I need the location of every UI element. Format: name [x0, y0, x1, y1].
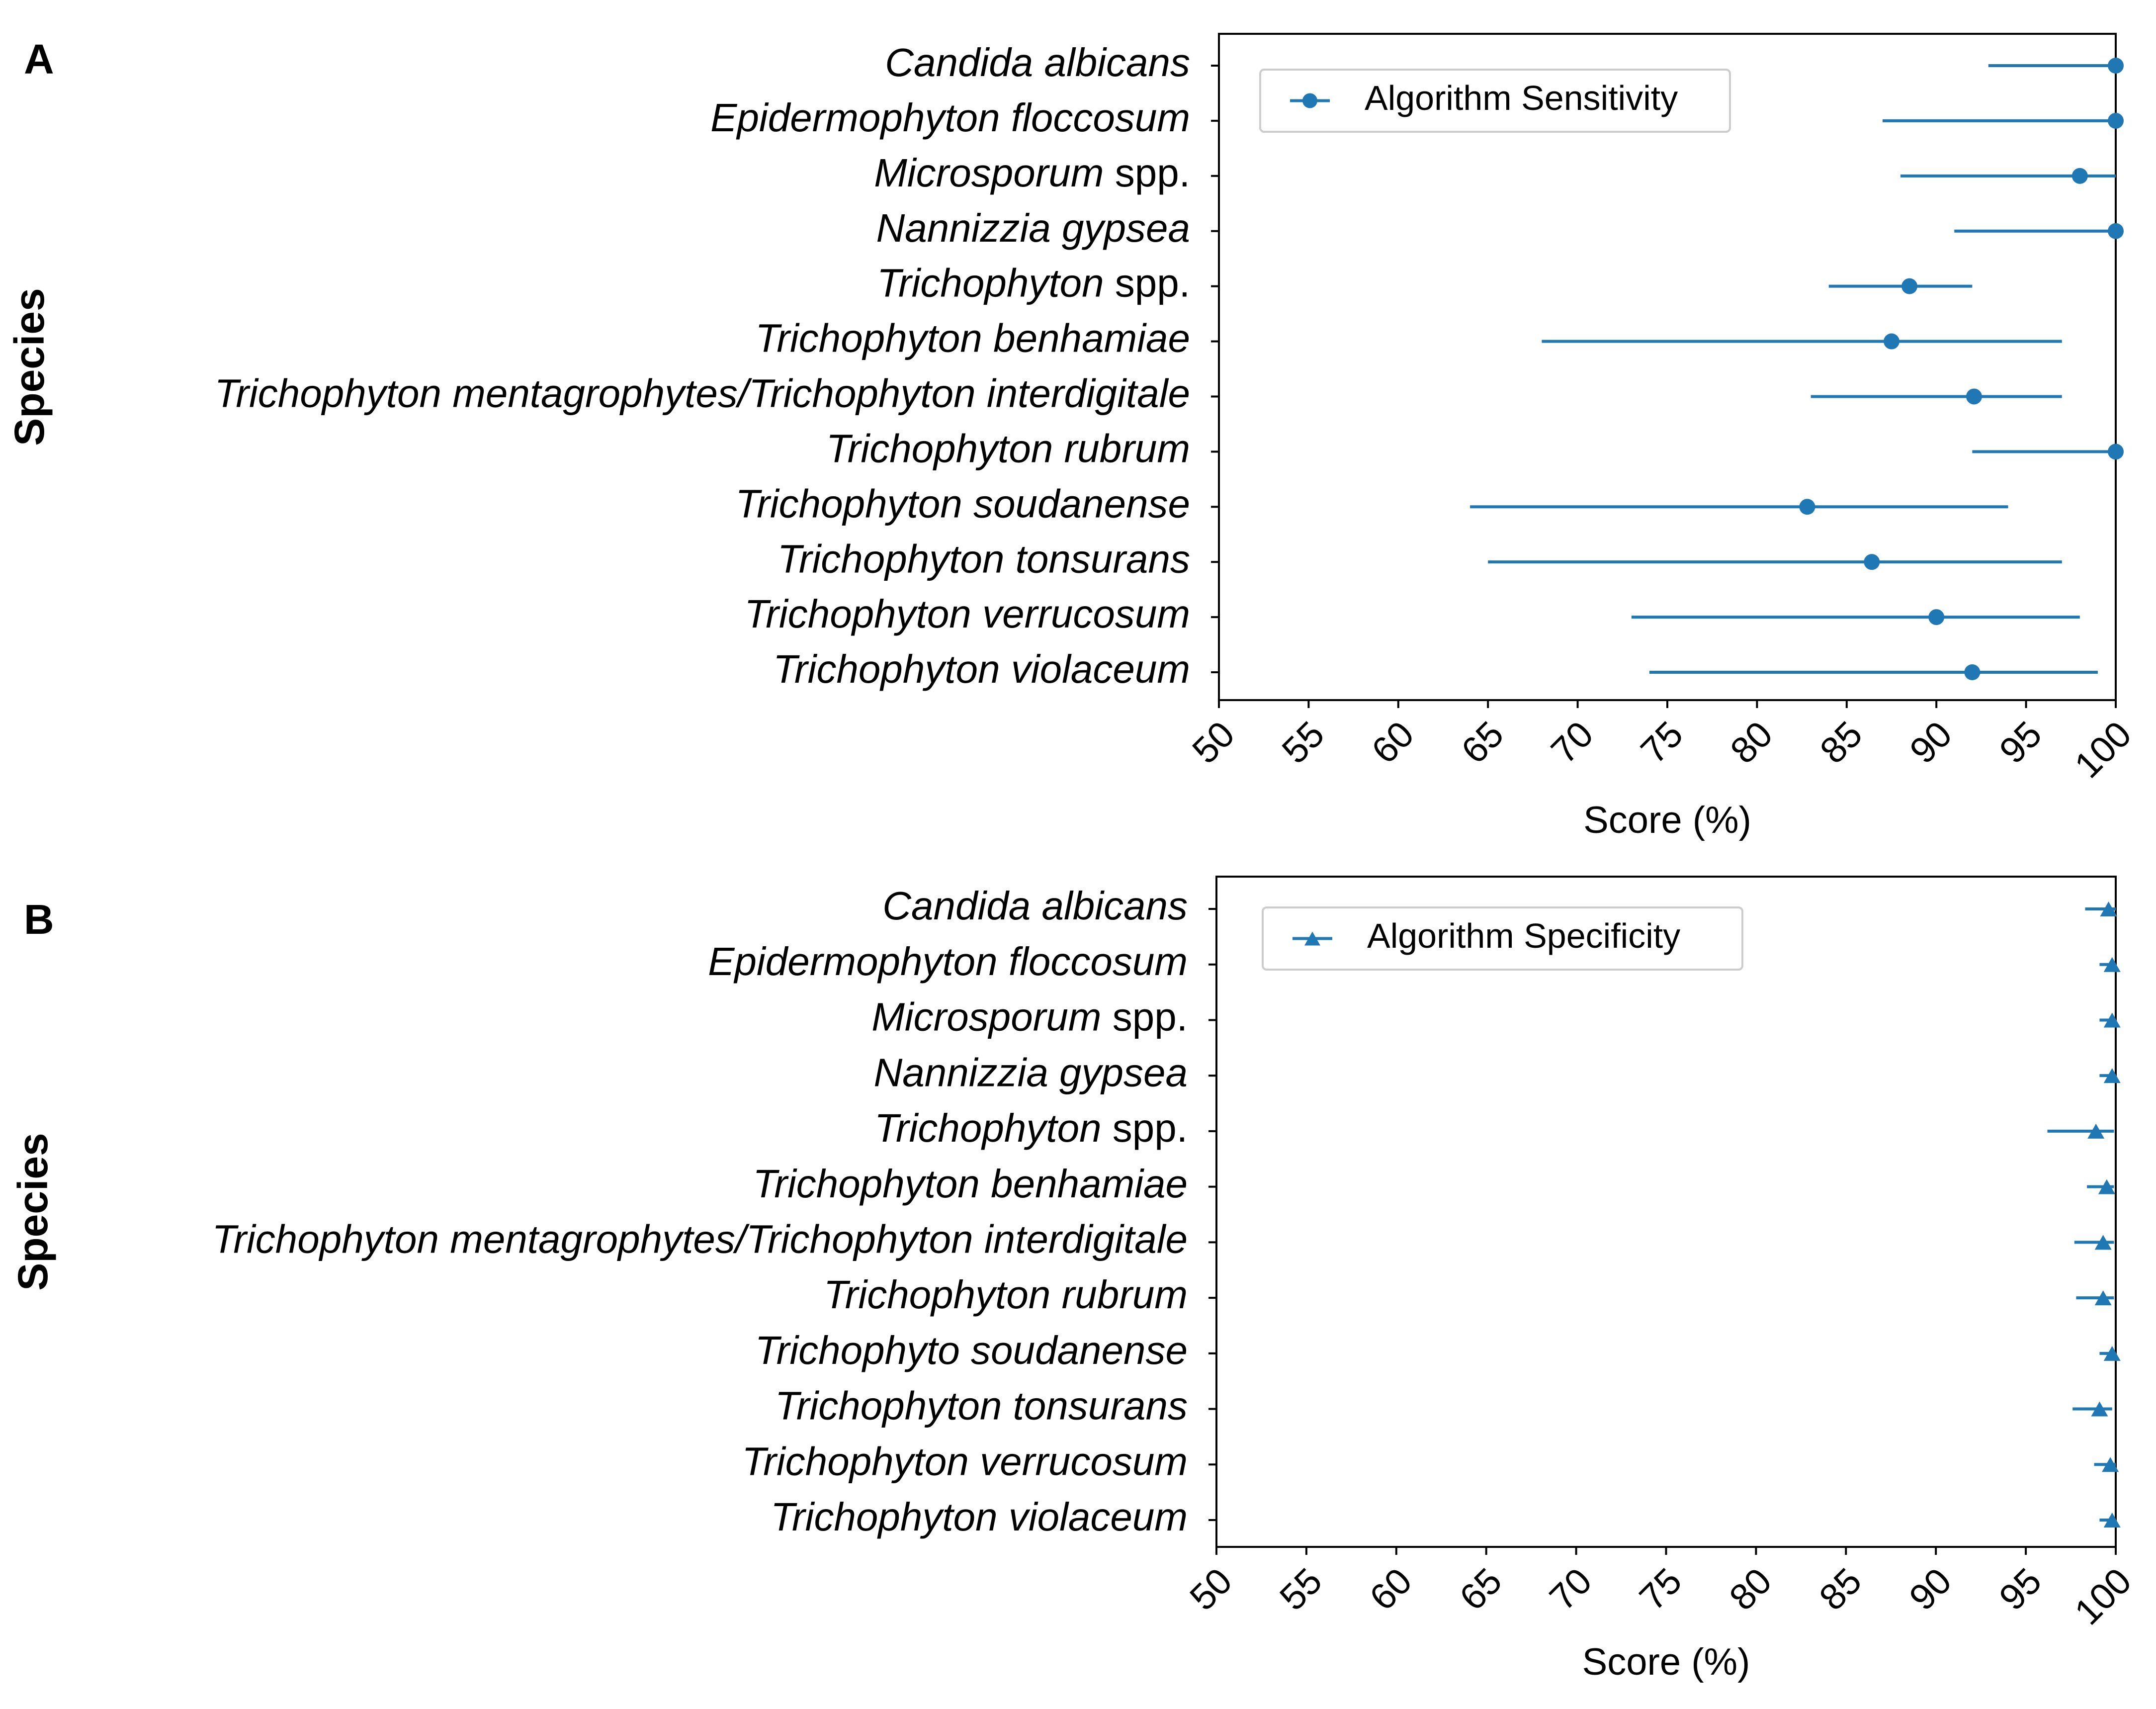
y-tick-label: Trichophyton soudanense: [735, 481, 1190, 526]
y-tick-label: Trichophyton verrucosum: [742, 1439, 1188, 1483]
y-tick-label-genus: Trichophyton: [874, 1106, 1113, 1150]
data-point: [2100, 901, 2117, 916]
x-tick-label: 95: [1991, 713, 2050, 771]
x-axis-label: Score (%): [1582, 1641, 1750, 1683]
x-tick-label: 70: [1543, 713, 1601, 771]
data-point: [1884, 333, 1899, 350]
data-point: [2103, 1513, 2121, 1528]
y-tick-label-spp: spp.: [1115, 151, 1190, 195]
y-tick-label-genus: Microsporum: [874, 151, 1115, 195]
x-tick-label: 85: [1811, 1560, 1870, 1618]
legend-box: [1262, 906, 1743, 971]
legend-label: Algorithm Specificity: [1367, 916, 1680, 955]
y-tick-label: Epidermophyton floccosum: [710, 95, 1190, 140]
data-point: [2108, 112, 2124, 129]
y-tick-label: Trichophyton violaceum: [773, 647, 1190, 691]
x-tick-label: 60: [1362, 1560, 1420, 1618]
y-tick-label: Trichophyton tonsurans: [777, 537, 1190, 581]
data-point: [2071, 168, 2088, 184]
data-point: [2108, 444, 2124, 460]
y-tick-label-genus: Microsporum: [871, 995, 1113, 1039]
y-tick-label: Microsporum spp.: [874, 151, 1190, 195]
data-point: [2098, 1179, 2115, 1194]
y-axis-label: Species: [9, 1133, 56, 1291]
y-tick-label: Trichophyton verrucosum: [744, 592, 1190, 636]
x-tick-label: 65: [1452, 1560, 1510, 1618]
y-tick-label: Trichophyton spp.: [877, 261, 1190, 305]
y-tick-label-spp: spp.: [1115, 261, 1190, 305]
legend-marker: [1304, 931, 1320, 946]
plot-frame: [1215, 876, 2117, 1548]
x-tick-label: 65: [1453, 713, 1511, 771]
legend-box: [1259, 69, 1731, 133]
data-point: [2103, 1346, 2121, 1361]
y-tick-label: Trichophyton benhamiae: [755, 316, 1190, 360]
plot-frame: [1218, 33, 2117, 701]
y-tick-label: Trichophyto soudanense: [755, 1328, 1188, 1372]
x-tick-label: 100: [2067, 713, 2139, 786]
data-point: [1964, 664, 1981, 680]
y-tick-label: Trichophyton violaceum: [771, 1495, 1188, 1539]
y-tick-label: Trichophyton tonsurans: [775, 1384, 1188, 1428]
series-0: [2047, 901, 2121, 1528]
data-point: [2087, 1123, 2105, 1139]
data-point: [2102, 1457, 2119, 1472]
data-point: [2103, 1012, 2121, 1028]
panel-label: A: [24, 36, 54, 83]
y-tick-label-spp: spp.: [1113, 1106, 1188, 1150]
x-axis-label: Score (%): [1583, 799, 1751, 841]
y-tick-label: Microsporum spp.: [871, 995, 1188, 1039]
y-tick-label: Trichophyton mentagrophytes/Trichophyton…: [214, 371, 1190, 416]
data-point: [2103, 1068, 2121, 1083]
x-tick-label: 50: [1182, 1560, 1240, 1618]
y-tick-label: Epidermophyton floccosum: [708, 939, 1188, 984]
y-tick-label: Trichophyton benhamiae: [753, 1162, 1188, 1206]
y-tick-label: Nannizzia gypsea: [874, 1050, 1188, 1094]
data-point: [2091, 1401, 2108, 1417]
data-point: [1901, 278, 1918, 294]
series-0: [1470, 58, 2124, 680]
data-point: [1799, 499, 1815, 515]
legend-marker: [1302, 93, 1317, 108]
legend-label: Algorithm Sensitivity: [1365, 79, 1678, 117]
data-point: [2108, 58, 2124, 74]
data-point: [1928, 609, 1945, 626]
y-tick-label: Candida albicans: [882, 884, 1188, 928]
data-point: [2094, 1235, 2112, 1250]
x-tick-label: 80: [1723, 713, 1781, 771]
data-point: [2094, 1290, 2112, 1306]
data-point: [2103, 957, 2121, 972]
x-tick-label: 90: [1901, 713, 1960, 771]
data-point: [2108, 223, 2124, 239]
y-tick-label: Trichophyton rubrum: [824, 1272, 1188, 1317]
y-tick-label: Candida albicans: [885, 40, 1190, 85]
data-point: [1864, 554, 1880, 570]
x-tick-label: 55: [1272, 1560, 1330, 1618]
x-tick-label: 75: [1632, 1560, 1690, 1618]
x-tick-label: 90: [1901, 1560, 1959, 1618]
legend: Algorithm Sensitivity: [1259, 69, 1731, 133]
data-point: [1966, 388, 1982, 405]
chart-panel-a: A Species Candida albicans Epidermophyton f…: [6, 33, 2139, 841]
panel-label: B: [24, 896, 54, 943]
y-axis-label: Species: [6, 288, 53, 446]
x-tick-label: 80: [1722, 1560, 1780, 1618]
y-tick-label: Trichophyton spp.: [874, 1106, 1188, 1150]
y-tick-label-genus: Trichophyton: [877, 261, 1115, 305]
x-tick-label: 70: [1542, 1560, 1600, 1618]
x-tick-label: 85: [1812, 713, 1870, 771]
x-tick-label: 100: [2067, 1560, 2139, 1632]
x-tick-label: 75: [1633, 713, 1691, 771]
y-tick-label: Trichophyton rubrum: [826, 426, 1190, 470]
y-tick-label: Trichophyton mentagrophytes/Trichophyton…: [212, 1217, 1188, 1261]
x-tick-label: 60: [1364, 713, 1422, 771]
x-tick-label: 55: [1274, 713, 1332, 771]
y-tick-label-spp: spp.: [1113, 995, 1188, 1039]
legend: Algorithm Specificity: [1262, 906, 1743, 971]
y-tick-label: Nannizzia gypsea: [876, 206, 1190, 250]
chart-panel-b: B Species Candida albicans Epidermophyton f…: [9, 876, 2139, 1683]
x-tick-label: 95: [1991, 1560, 2049, 1618]
x-tick-label: 50: [1184, 713, 1242, 771]
